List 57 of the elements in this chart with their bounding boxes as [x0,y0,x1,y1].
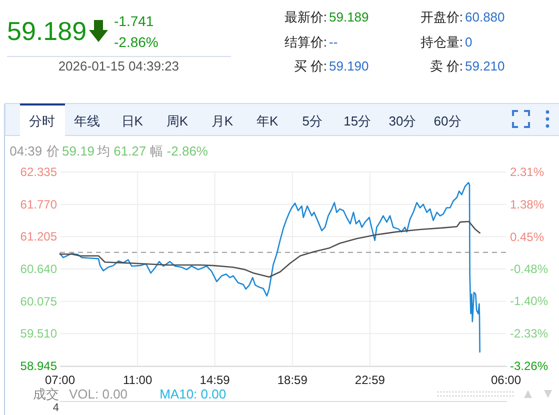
annotation: 5分 [302,114,322,128]
annotation: 均 [97,144,110,158]
annotation: 59.19 [62,144,95,158]
annotation: 59.190 [329,58,369,74]
annotation: MA10: 0.00 [160,386,226,402]
annotation: 最新价: [284,10,327,24]
annotation: 59.210 [465,58,505,74]
annotation: 日K [121,114,143,128]
annotation: 持仓量: [420,34,463,50]
annotation: 0 [465,34,472,50]
annotation: VOL: 0.00 [69,386,128,402]
annotation: 年线 [74,114,100,128]
annotation: 60分 [434,114,462,128]
annotation: 4 [52,402,59,414]
x-tick-label: 06:00 [490,373,522,387]
annotation: 分时 [29,114,55,128]
annotation: -- [329,34,338,50]
y2-tick-label: -2.33% [510,326,548,341]
annotation: 价 [46,144,60,158]
annotation: 成交 [33,386,59,402]
y2-tick-label: -0.48% [510,262,548,276]
y2-tick-label: 1.38% [510,197,544,212]
annotation: 2026-01-15 04:39:23 [58,58,180,74]
y-tick-label: 59.510 [20,326,58,341]
annotation: 卖 价: [430,58,463,74]
x-tick-label: 22:59 [354,373,386,387]
y-tick-label: 62.335 [20,165,58,179]
y-tick-label: 60.075 [20,294,58,308]
x-tick-label: 18:59 [277,373,308,387]
annotation: 月K [211,114,234,128]
annotation: 周K [166,114,188,128]
annotation: 开盘价: [420,10,463,24]
y2-tick-label: -1.40% [510,294,548,308]
annotation: 15分 [344,114,372,128]
x-tick-label: 11:00 [122,373,152,387]
x-tick-label: 07:00 [44,373,76,387]
annotation: -1.741 [114,13,154,29]
annotation: 结算价: [284,34,327,50]
y2-tick-label: 0.45% [510,230,544,244]
annotation: 买 价: [294,58,327,74]
y2-tick-label: 2.31% [510,165,544,179]
annotation: 幅 [150,144,163,158]
y-tick-label: 58.945 [20,359,58,373]
annotation: 59.189 [7,16,87,46]
annotation: 30分 [388,114,416,128]
annotation: 60.880 [465,10,505,24]
x-tick-label: 14:59 [200,373,230,387]
annotation: -2.86% [166,144,208,158]
annotation: 04:39 [10,144,42,158]
annotation: 年K [256,114,278,128]
y-tick-label: 60.640 [20,262,58,276]
annotation: -2.86% [114,34,158,50]
y2-tick-label: -3.26% [510,359,548,373]
y-tick-label: 61.770 [20,197,58,212]
annotation: 59.189 [329,10,369,24]
y-tick-label: 61.205 [20,230,58,244]
annotation: 61.27 [114,144,146,158]
